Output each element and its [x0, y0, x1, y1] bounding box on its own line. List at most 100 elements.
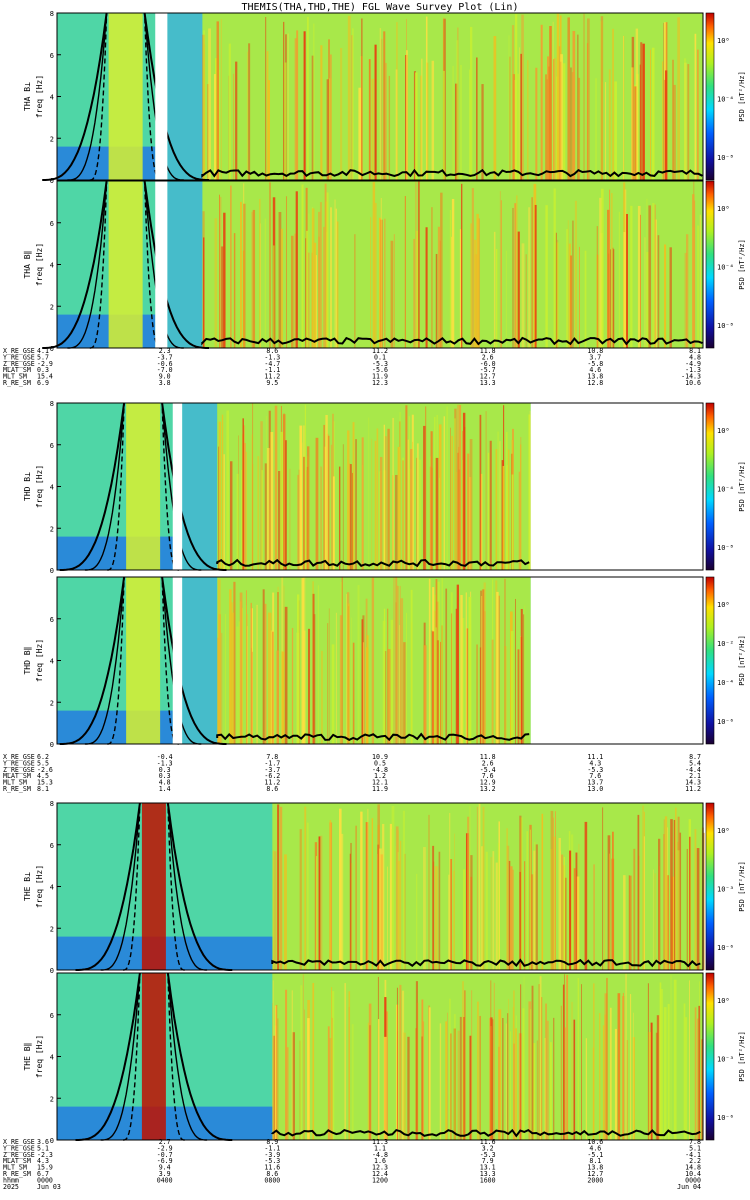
- wave-stripe: [270, 612, 272, 744]
- colorbar: [705, 972, 715, 1141]
- gyrofrequency-curve: [123, 972, 141, 1141]
- ephemeris-value: 2.7: [159, 1138, 171, 1146]
- wave-stripe: [513, 1043, 515, 1140]
- panel-the_bpar: 0 2 4 6 THE B∥ freq [Hz] 10⁰ 10⁻³ 10⁻⁶ PSD [nT²/H…: [23, 972, 746, 1145]
- wave-stripe: [498, 1046, 500, 1140]
- wave-stripe: [304, 1009, 305, 1140]
- wave-stripe: [384, 218, 386, 348]
- wave-stripe: [313, 23, 315, 180]
- wave-stripe: [491, 639, 494, 744]
- wave-stripe: [374, 202, 377, 348]
- ephemeris-value: 3.6: [37, 1138, 49, 1146]
- wave-stripe: [524, 861, 526, 970]
- panel-label: THD B∥: [23, 646, 32, 674]
- wave-stripe: [417, 1002, 419, 1140]
- wave-stripe: [407, 439, 410, 570]
- wave-stripe: [351, 863, 353, 970]
- perigee-column: [126, 403, 161, 570]
- chart-title: THEMIS(THA,THD,THE) FGL Wave Survey Plot…: [242, 2, 519, 13]
- wave-stripe: [614, 81, 617, 180]
- wave-stripe: [415, 981, 418, 1140]
- wave-stripe: [416, 873, 418, 970]
- wave-stripe: [497, 431, 499, 570]
- wave-stripe: [489, 440, 492, 570]
- wave-stripe: [299, 829, 302, 970]
- ephemeris-value: 0.1: [374, 353, 386, 361]
- wave-stripe: [303, 31, 306, 180]
- ephemeris-value: 7.6: [482, 772, 494, 780]
- wave-stripe: [663, 819, 665, 970]
- wave-stripe: [496, 591, 499, 744]
- wave-stripe: [259, 198, 261, 348]
- wave-stripe: [303, 456, 306, 570]
- wave-stripe: [516, 195, 518, 348]
- wave-stripe: [329, 1038, 332, 1140]
- wave-stripe: [398, 860, 400, 970]
- wave-stripe: [511, 25, 515, 181]
- ephemeris-value: -4.1: [685, 1151, 701, 1159]
- wave-stripe: [303, 630, 306, 744]
- wave-stripe: [663, 1007, 667, 1140]
- wave-stripe: [379, 28, 382, 181]
- wave-stripe: [697, 1018, 699, 1140]
- wave-stripe: [377, 844, 380, 970]
- wave-stripe: [637, 814, 640, 970]
- wave-stripe: [335, 612, 337, 744]
- ephemeris-value: 11.9: [372, 785, 388, 793]
- wave-stripe: [652, 203, 655, 348]
- ephemeris-value: 3.9: [159, 1170, 171, 1178]
- wave-stripe: [401, 990, 405, 1140]
- wave-stripe: [351, 1024, 354, 1140]
- wave-stripe: [540, 24, 543, 181]
- wave-stripe: [555, 811, 556, 970]
- wave-stripe: [673, 84, 676, 180]
- ephemeris-value: -4.9: [685, 360, 701, 368]
- wave-stripe: [402, 460, 405, 570]
- wave-stripe: [583, 13, 585, 180]
- wave-stripe: [667, 1003, 670, 1140]
- ephemeris-value: 11.3: [372, 1138, 388, 1146]
- wave-stripe: [692, 194, 695, 348]
- wave-stripe: [504, 578, 506, 744]
- wave-stripe: [698, 1005, 701, 1140]
- frequency-axis-label: freq [Hz]: [35, 465, 44, 508]
- colorbar-tick-label: 10⁻⁶: [717, 944, 734, 952]
- wave-stripe: [220, 19, 222, 181]
- wave-stripe: [290, 235, 294, 348]
- wave-stripe: [231, 612, 234, 744]
- wave-stripe: [560, 54, 563, 180]
- wave-stripe: [609, 189, 611, 348]
- wave-stripe: [607, 835, 611, 970]
- wave-stripe: [438, 424, 442, 570]
- wave-stripe: [520, 817, 523, 970]
- wave-stripe: [560, 1005, 562, 1140]
- wave-stripe: [697, 49, 699, 180]
- ephemeris-value: 5.1: [37, 1144, 49, 1152]
- ephemeris-value: 13.7: [587, 779, 603, 787]
- wave-stripe: [318, 836, 321, 970]
- wave-stripe: [536, 1040, 538, 1140]
- wave-stripe: [326, 79, 329, 180]
- ephemeris-value: 8.1: [689, 347, 701, 355]
- wave-stripe: [696, 848, 700, 970]
- active-region: [217, 403, 531, 570]
- wave-stripe: [550, 810, 554, 970]
- wave-stripe: [563, 856, 565, 970]
- wave-stripe: [284, 854, 287, 970]
- frequency-axis-label: freq [Hz]: [35, 243, 44, 286]
- gyrofrequency-curve: [42, 12, 108, 181]
- wave-stripe: [272, 631, 274, 744]
- colorbar-tick-label: 10⁻⁶: [717, 718, 734, 726]
- wave-stripe: [379, 456, 383, 570]
- wave-stripe: [408, 416, 410, 570]
- wave-stripe: [423, 645, 427, 744]
- gyrofrequency-curve: [100, 972, 141, 1141]
- colorbar-tick-label: 10⁻⁸: [717, 544, 734, 552]
- ephemeris-value: 11.8: [480, 753, 496, 761]
- y-tick-label: 4: [50, 94, 54, 102]
- wave-stripe: [548, 66, 550, 180]
- wave-stripe: [650, 1022, 653, 1140]
- wave-stripe: [602, 807, 604, 970]
- wave-stripe: [545, 1003, 547, 1140]
- wave-stripe: [329, 54, 332, 180]
